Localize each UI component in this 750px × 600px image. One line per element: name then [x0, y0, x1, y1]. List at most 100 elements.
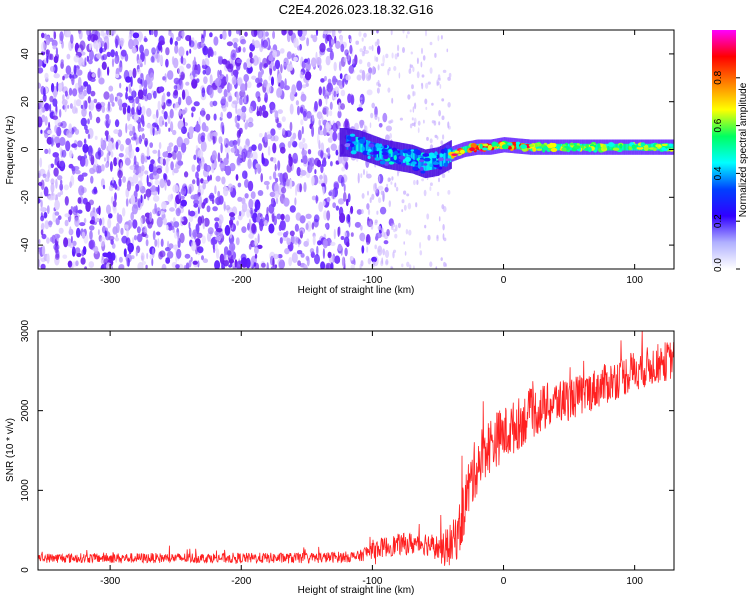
spectrogram-noise-cell	[340, 176, 345, 187]
spectrogram-noise-cell	[401, 199, 405, 204]
spectrogram-noise-cell	[339, 212, 346, 223]
spectrogram-noise-cell	[261, 157, 266, 165]
spectrogram-noise-cell	[399, 117, 403, 121]
signal-band-core	[635, 143, 637, 151]
spectrogram-noise-cell	[88, 199, 94, 206]
spectrogram-noise-cell	[362, 236, 365, 242]
spectrogram-noise-cell	[288, 156, 293, 167]
spectrogram-noise-cell	[211, 150, 217, 161]
spectrogram-noise-cell	[442, 69, 447, 73]
spectrogram-noise-cell	[210, 238, 215, 246]
spectrogram-noise-cell	[73, 55, 80, 63]
spectrogram-noise-cell	[346, 198, 349, 207]
spectrogram-noise-cell	[390, 181, 393, 185]
spectrogram-noise-cell	[89, 44, 92, 51]
spectrogram-noise-cell	[76, 140, 83, 148]
spectrogram-noise-cell	[296, 80, 303, 91]
spectrogram-noise-cell	[278, 259, 285, 269]
signal-peak-cell	[429, 163, 433, 167]
spectrogram-noise-cell	[241, 202, 248, 213]
spectrogram-noise-cell	[180, 109, 186, 115]
spectrogram-noise-cell	[60, 190, 64, 196]
signal-peak-cell	[597, 143, 601, 149]
spectrogram-noise-cell	[170, 121, 174, 133]
spectrogram-noise-cell	[70, 206, 73, 211]
spectrogram-noise-cell	[266, 262, 269, 269]
spectrogram-noise-cell	[38, 239, 41, 245]
spectrogram-noise-cell	[164, 121, 168, 128]
spectrogram-noise-cell	[377, 116, 380, 122]
spectrogram-noise-cell	[121, 235, 128, 244]
spectrogram-noise-cell	[46, 237, 50, 244]
spectrogram-noise-cell	[347, 53, 350, 61]
signal-peak-cell	[431, 155, 437, 159]
spectrogram-noise-cell	[288, 30, 293, 36]
spectrogram-x-tick-label: 0	[501, 275, 507, 286]
spectrogram-noise-cell	[447, 76, 451, 81]
spectrogram-noise-cell	[146, 146, 150, 158]
spectrogram-noise-cell	[446, 48, 449, 53]
spectrogram-noise-cell	[213, 247, 216, 254]
spectrogram-noise-cell	[247, 158, 252, 170]
spectrogram-noise-cell	[144, 140, 148, 148]
spectrogram-noise-cell	[163, 111, 168, 120]
spectrogram-y-tick-label: -40	[20, 237, 31, 252]
spectrogram-noise-cell	[411, 117, 414, 121]
spectrogram-noise-cell	[132, 38, 139, 47]
spectrogram-noise-cell	[166, 145, 172, 153]
spectrogram-noise-cell	[385, 134, 390, 142]
spectrogram-noise-cell	[441, 115, 445, 121]
spectrogram-noise-cell	[153, 90, 157, 99]
spectrogram-noise-cell	[164, 247, 171, 252]
signal-peak-cell	[655, 144, 660, 148]
spectrogram-noise-cell	[86, 84, 92, 95]
spectrogram-noise-cell	[375, 235, 379, 241]
spectrogram-noise-cell	[173, 221, 180, 228]
spectrogram-noise-cell	[62, 254, 68, 259]
spectrogram-noise-cell	[38, 173, 41, 178]
spectrogram-noise-cell	[114, 192, 117, 202]
spectrogram-noise-cell	[125, 123, 128, 134]
signal-band-core	[538, 143, 540, 151]
spectrogram-noise-cell	[283, 62, 287, 67]
spectrogram-noise-cell	[130, 76, 133, 87]
spectrogram-noise-cell	[279, 237, 283, 244]
spectrogram-noise-cell	[447, 102, 451, 108]
spectrogram-noise-cell	[68, 163, 74, 169]
signal-band-core	[650, 143, 652, 151]
spectrogram-noise-cell	[385, 53, 389, 59]
spectrogram-noise-cell	[335, 205, 340, 211]
spectrogram-noise-cell	[181, 89, 186, 100]
spectrogram-noise-cell	[38, 197, 41, 204]
spectrogram-noise-cell	[220, 142, 223, 154]
signal-band-core	[614, 143, 616, 151]
spectrogram-noise-cell	[228, 95, 233, 102]
spectrogram-noise-cell	[127, 242, 134, 253]
spectrogram-noise-cell	[391, 52, 394, 59]
spectrogram-noise-cell	[157, 184, 160, 195]
spectrogram-noise-cell	[193, 193, 200, 201]
spectrogram-y-tick-label: 0	[20, 146, 31, 152]
spectrogram-noise-cell	[354, 221, 361, 228]
spectrogram-noise-cell	[330, 143, 337, 151]
spectrogram-noise-cell	[343, 191, 347, 202]
spectrogram-noise-cell	[323, 210, 328, 221]
spectrogram-noise-cell	[110, 196, 114, 204]
spectrogram-noise-cell	[117, 98, 123, 107]
spectrogram-noise-cell	[318, 64, 322, 71]
spectrogram-noise-cell	[40, 257, 46, 263]
spectrogram-noise-cell	[224, 137, 227, 145]
spectrogram-noise-cell	[413, 265, 415, 269]
spectrogram-noise-cell	[131, 107, 135, 115]
spectrogram-noise-cell	[427, 81, 431, 85]
spectrogram-noise-cell	[254, 199, 261, 211]
spectrogram-noise-cell	[222, 30, 227, 40]
signal-band-base	[342, 128, 344, 157]
spectrogram-noise-cell	[289, 121, 293, 132]
spectrogram-noise-cell	[269, 191, 276, 198]
signal-peak-cell	[528, 144, 535, 148]
signal-peak-cell	[423, 157, 431, 162]
spectrogram-noise-cell	[262, 39, 269, 49]
spectrogram-noise-cell	[340, 103, 345, 110]
spectrogram-noise-cell	[87, 96, 91, 104]
